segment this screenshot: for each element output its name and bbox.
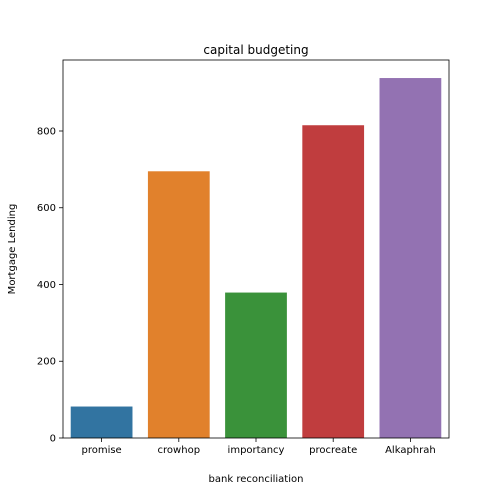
- bar-alkaphrah: [379, 78, 442, 438]
- bar-procreate: [302, 125, 365, 439]
- y-tick-label: 200: [37, 357, 56, 368]
- x-axis: promise crowhop importancy procreate Alkaphr…: [81, 438, 436, 456]
- x-tick-label: promise: [81, 445, 121, 456]
- bar-importancy: [225, 292, 287, 438]
- y-axis-label: Mortgage Lending: [7, 204, 18, 295]
- x-axis-label: bank reconciliation: [209, 474, 304, 485]
- bar-crowhop: [147, 171, 210, 439]
- bar-promise: [70, 406, 133, 438]
- plot-frame: [62, 59, 450, 439]
- chart-title: capital budgeting: [203, 43, 308, 57]
- x-tick-label: Alkaphrah: [385, 445, 436, 456]
- bars-group: [70, 78, 442, 439]
- y-tick-label: 600: [37, 203, 56, 214]
- x-tick-label: procreate: [309, 445, 357, 456]
- y-axis: 0 200 400 600 800: [37, 126, 63, 445]
- y-tick-label: 0: [50, 434, 56, 445]
- y-tick-label: 400: [37, 280, 56, 291]
- y-tick-label: 800: [37, 126, 56, 137]
- x-tick-label: importancy: [228, 445, 285, 456]
- x-tick-label: crowhop: [158, 445, 201, 456]
